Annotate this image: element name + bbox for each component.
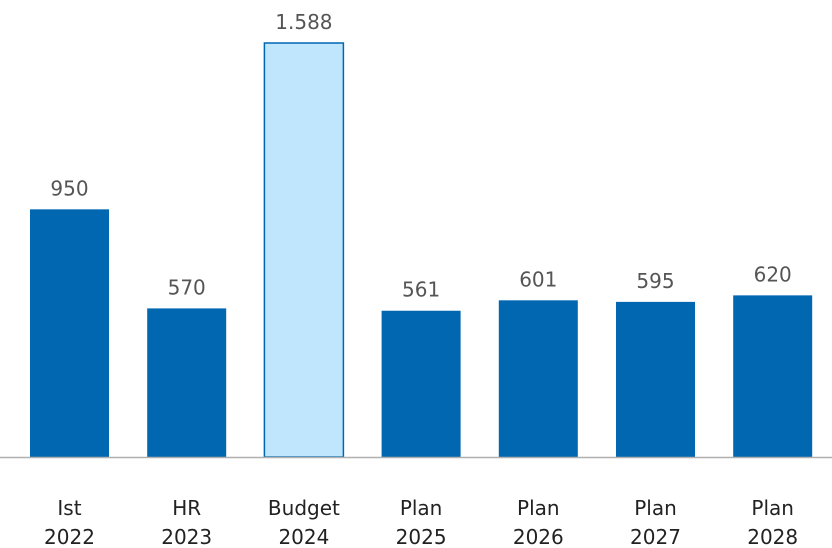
category-label-5-line-0: Plan (634, 496, 677, 520)
category-labels-group: Ist 2022 HR 2023 Budget 2024 Plan 2025 Plan 2026 P… (44, 496, 798, 548)
value-label-3: 561 (402, 278, 440, 302)
value-label-1: 570 (168, 275, 206, 299)
bar-4 (498, 300, 578, 457)
value-label-5: 595 (636, 269, 674, 293)
category-label-3-line-0: Plan (400, 496, 443, 520)
bars-group (30, 42, 813, 458)
bar-6 (733, 295, 813, 457)
category-label-4-line-1: 2026 (513, 525, 564, 548)
bar-1 (147, 308, 227, 457)
value-label-6: 620 (754, 262, 792, 286)
bar-5 (616, 301, 695, 457)
category-label-6-line-0: Plan (751, 496, 794, 520)
category-label-4-line-0: Plan (517, 496, 560, 520)
category-label-1-line-1: 2023 (161, 525, 212, 548)
category-label-1-line-0: HR (172, 496, 201, 520)
value-label-4: 601 (519, 267, 557, 291)
bar-3 (381, 310, 461, 457)
category-label-3-line-1: 2025 (396, 525, 447, 548)
category-label-0-line-1: 2022 (44, 525, 95, 548)
category-label-2-line-0: Budget (268, 496, 340, 520)
category-label-0-line-0: Ist (57, 496, 81, 520)
category-label-2-line-1: 2024 (278, 525, 329, 548)
value-label-0: 950 (50, 176, 88, 200)
category-label-5-line-1: 2027 (630, 525, 681, 548)
value-labels-group: 950 570 1.588 561 601 595 620 (50, 10, 791, 302)
category-label-6-line-1: 2028 (747, 525, 798, 548)
bar-0 (30, 209, 109, 457)
value-label-2: 1.588 (275, 10, 332, 34)
bar-2 (263, 42, 345, 458)
